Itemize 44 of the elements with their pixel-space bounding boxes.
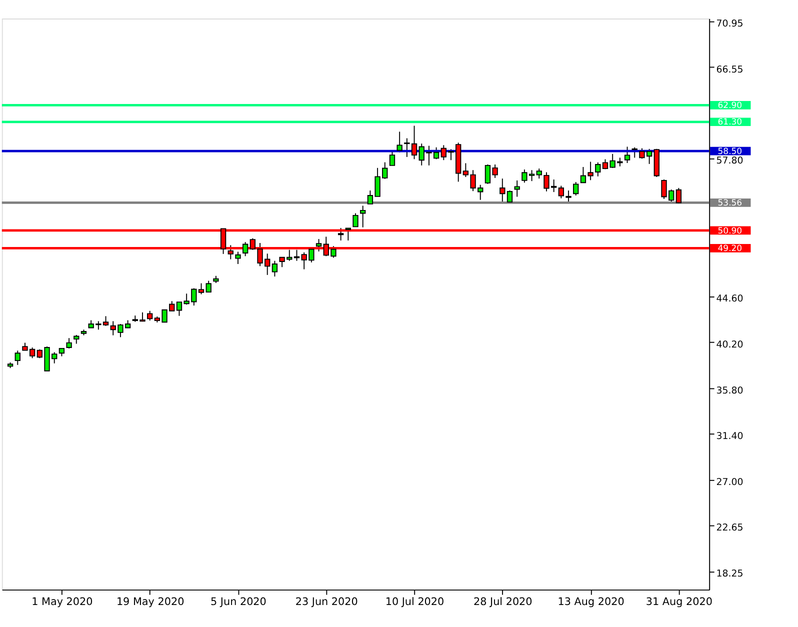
candlestick <box>514 180 520 198</box>
ref-line-label: 49.20 <box>718 244 742 254</box>
y-tick-label: 22.65 <box>716 522 744 534</box>
ref-line-label: 50.90 <box>718 226 742 236</box>
x-tick-label: 31 Aug 2020 <box>646 596 712 608</box>
y-tick-label: 27.00 <box>716 477 744 488</box>
x-tick-label: 1 May 2020 <box>32 596 93 608</box>
candlestick <box>338 227 344 241</box>
candlestick <box>500 178 506 204</box>
candlestick <box>66 338 72 349</box>
ref-line-label: 58.50 <box>718 146 742 157</box>
candlestick <box>396 131 402 153</box>
x-tick-label: 10 Jul 2020 <box>385 596 444 608</box>
candlestick <box>242 242 248 257</box>
candlestick <box>352 212 358 228</box>
candlestick <box>206 280 212 293</box>
ref-line-label: 61.30 <box>718 118 742 128</box>
y-tick-label: 18.25 <box>716 568 744 580</box>
candlestick <box>389 150 396 166</box>
candlestick <box>573 182 579 196</box>
candlestick <box>624 146 630 164</box>
candlestick <box>345 228 351 241</box>
candlestick <box>272 260 278 277</box>
y-tick-label: 57.80 <box>716 156 744 167</box>
candlestick <box>235 251 241 264</box>
y-tick-label: 66.55 <box>716 64 744 76</box>
y-tick-label: 44.60 <box>716 293 744 304</box>
x-tick-label: 19 May 2020 <box>116 596 184 608</box>
x-tick-label: 13 Aug 2020 <box>558 596 624 608</box>
candlestick <box>506 190 513 204</box>
candlestick <box>676 187 682 204</box>
candlestick <box>147 310 153 322</box>
candlestick <box>360 205 366 228</box>
candlestick <box>14 350 20 366</box>
x-tick-label: 23 Jun 2020 <box>295 596 358 608</box>
candlestick <box>316 238 322 252</box>
y-tick-label: 40.20 <box>716 339 744 350</box>
y-tick-label: 31.40 <box>716 431 744 442</box>
y-tick-label: 70.95 <box>716 18 744 30</box>
x-tick-label: 28 Jul 2020 <box>473 596 532 608</box>
ref-line-label: 53.56 <box>718 198 742 209</box>
y-tick-label: 35.80 <box>716 385 744 396</box>
ref-line-label: 62.90 <box>718 101 742 112</box>
x-tick-label: 5 Jun 2020 <box>210 596 266 608</box>
